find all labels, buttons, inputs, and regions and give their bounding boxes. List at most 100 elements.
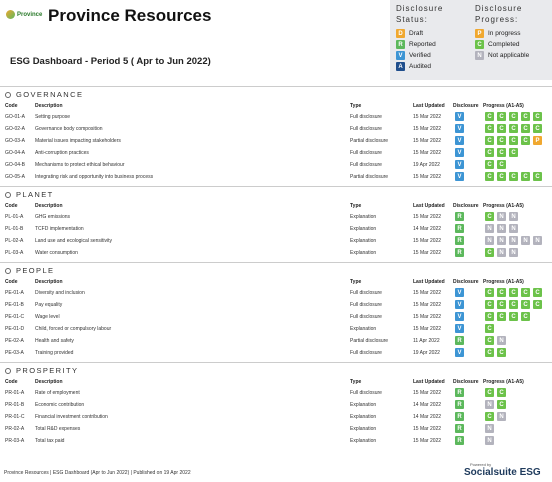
section-title: PLANET [0,186,552,200]
progress-badge: C [509,148,518,157]
legend-item: N Not applicable [475,50,546,61]
cell-updated: 15 Mar 2022 [413,290,442,296]
cell-type: Explanation [350,250,377,256]
progress-badge: C [533,288,542,297]
column-header: Description [35,203,63,209]
cell-updated: 11 Apr 2022 [413,338,440,344]
cell-updated: 15 Mar 2022 [413,302,442,308]
footer: Province Resources | ESG Dashboard (Apr … [4,470,191,476]
progress-badge: C [497,400,506,409]
progress-badge: N [485,424,494,433]
table-row: GO-03-A Material issues impacting stakeho… [0,135,552,147]
column-header: Description [35,103,63,109]
progress-badge: C [509,288,518,297]
progress-badge: C [497,136,506,145]
disclosure-badge: V [455,160,464,169]
column-header: Disclosure [453,279,479,285]
column-header: Description [35,279,63,285]
column-header: Code [5,379,18,385]
progress-badge: P [533,136,542,145]
disclosure-badge: R [455,236,464,245]
table-row: GO-02-A Governance body composition Full d… [0,123,552,135]
progress-badge: C [521,124,530,133]
cell-description: Total tax paid [35,438,65,444]
cell-updated: 15 Mar 2022 [413,390,442,396]
subtitle: ESG Dashboard - Period 5 ( Apr to Jun 20… [10,56,211,67]
progress-badge: N [497,248,506,257]
progress-badge: C [521,288,530,297]
progress-badge: C [509,172,518,181]
cell-description: Governance body composition [35,126,103,132]
cell-type: Explanation [350,214,377,220]
progress-badge: N [497,212,506,221]
cell-description: Wage level [35,314,60,320]
cell-code: PR-03-A [5,438,25,444]
section-title: PROSPERITY [0,362,552,376]
column-header: Code [5,103,18,109]
table-row: GO-05-A Integrating risk and opportunity … [0,171,552,183]
cell-description: Economic contribution [35,402,85,408]
cell-type: Full disclosure [350,126,382,132]
cell-code: GO-01-A [5,114,26,120]
cell-type: Explanation [350,238,377,244]
progress-badge: C [509,136,518,145]
progress-badge: C [497,148,506,157]
column-header: Type [350,279,362,285]
cell-code: PE-01-D [5,326,25,332]
disclosure-badge: R [455,248,464,257]
legend-label: In progress [488,30,521,37]
column-header: Type [350,203,362,209]
progress-badge: C [485,412,494,421]
section-name: PROSPERITY [16,366,79,375]
legend-badge: C [475,40,484,49]
cell-code: PL-03-A [5,250,24,256]
column-header: Last Updated [413,379,445,385]
progress-badge: C [497,300,506,309]
disclosure-badge: V [455,348,464,357]
column-header: Type [350,103,362,109]
progress-badge: C [497,160,506,169]
table-row: PL-02-A Land use and ecological sensitivi… [0,235,552,247]
cell-updated: 15 Mar 2022 [413,214,442,220]
disclosure-badge: V [455,288,464,297]
cell-type: Explanation [350,426,377,432]
legend-item: P In progress [475,28,546,39]
cell-code: PE-01-A [5,290,24,296]
cell-code: PL-02-A [5,238,24,244]
cell-updated: 14 Mar 2022 [413,414,442,420]
cell-code: PE-03-A [5,350,24,356]
cell-updated: 15 Mar 2022 [413,126,442,132]
cell-updated: 15 Mar 2022 [413,150,442,156]
legend-item: C Completed [475,39,546,50]
column-header: Description [35,379,63,385]
progress-badge: C [485,288,494,297]
cell-code: PL-01-B [5,226,24,232]
table-row: GO-04-A Anti-corruption practices Full dis… [0,147,552,159]
cell-description: TCFD implementation [35,226,84,232]
cell-code: PE-02-A [5,338,24,344]
progress-badge: C [497,288,506,297]
disclosure-badge: V [455,172,464,181]
table-row: PR-03-A Total tax paid Explanation 15 Mar 2… [0,435,552,447]
disclosure-badge: R [455,400,464,409]
column-header-row: Code Description Type Last Updated Disclosur… [0,200,552,211]
section-title: GOVERNANCE [0,86,552,100]
legend-item: D Draft [396,28,467,39]
cell-code: GO-04-A [5,150,26,156]
cell-type: Explanation [350,402,377,408]
legend-label: Not applicable [488,52,530,59]
cell-type: Full disclosure [350,162,382,168]
column-header: Disclosure [453,379,479,385]
logo-text: Province [17,11,43,18]
table-row: PL-01-A GHG emissions Explanation 15 Mar 20… [0,211,552,223]
cell-code: GO-05-A [5,174,26,180]
cell-updated: 19 Apr 2022 [413,162,440,168]
table-row: PR-01-B Economic contribution Explanation 1… [0,399,552,411]
brand: Socialsuite ESG [464,467,541,478]
cell-type: Explanation [350,326,377,332]
cell-type: Full disclosure [350,150,382,156]
cell-updated: 14 Mar 2022 [413,226,442,232]
section-icon [5,368,11,374]
legend-badge: P [475,29,484,38]
progress-badge: C [533,300,542,309]
